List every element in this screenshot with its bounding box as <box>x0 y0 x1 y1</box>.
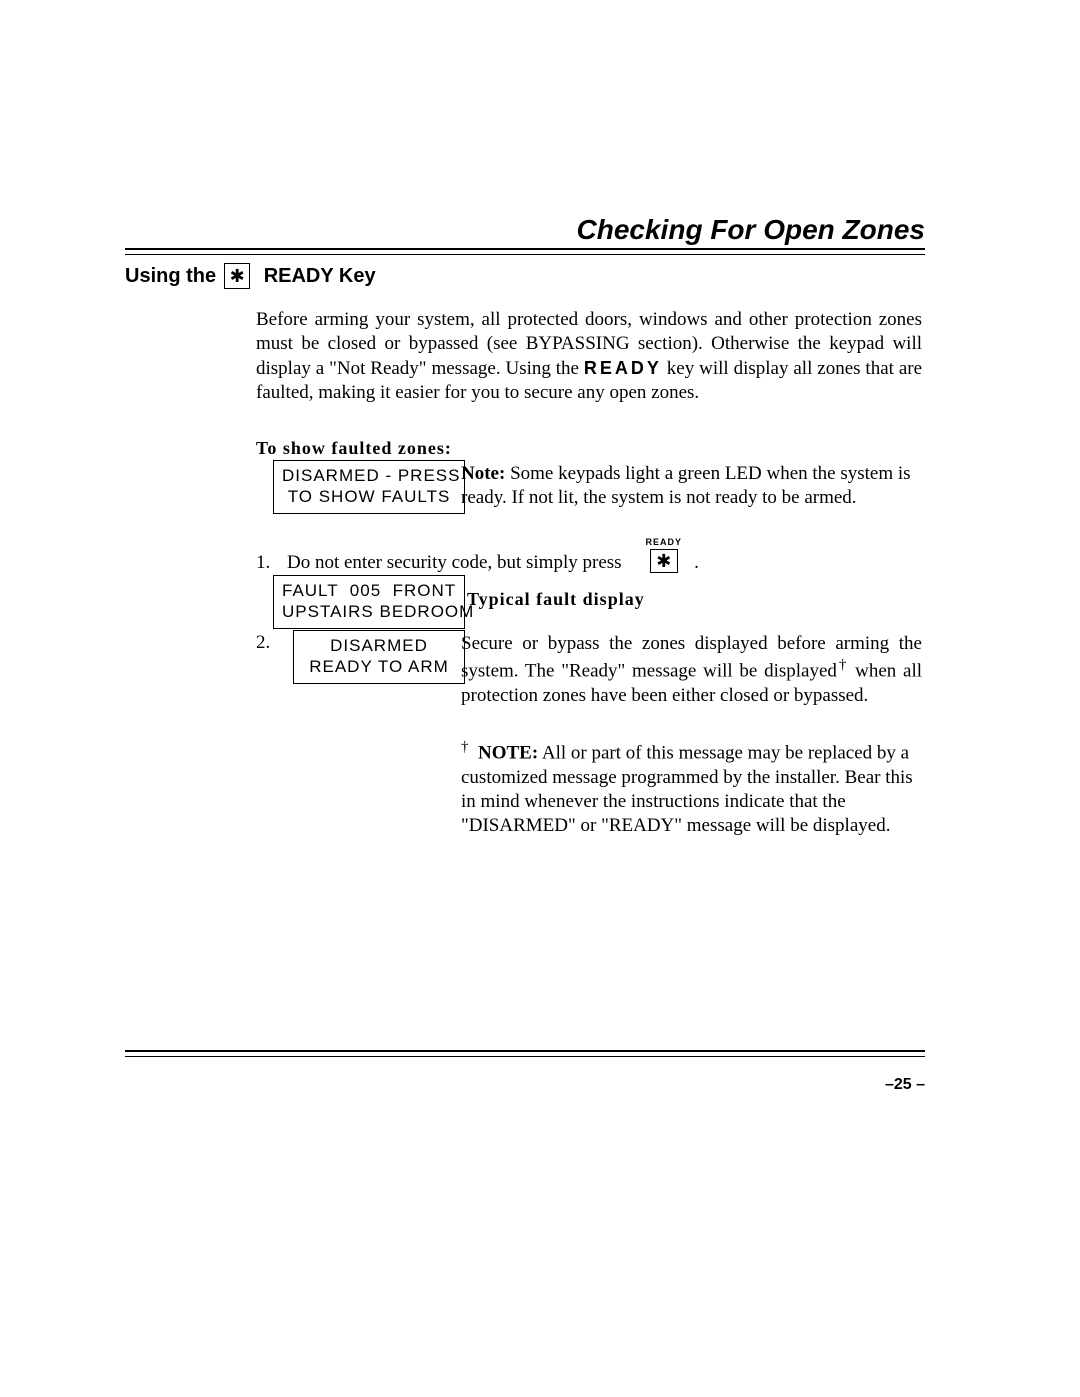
note-led-bold: Note: <box>461 463 505 484</box>
divider-bottom <box>125 1050 925 1057</box>
page-title: Checking For Open Zones <box>577 214 925 246</box>
dagger: † <box>837 657 848 673</box>
subhead-suffix: READY Key <box>258 265 375 288</box>
page-number: –25 – <box>885 1076 925 1094</box>
note2-bold: NOTE: <box>473 742 538 763</box>
note2-paragraph: † NOTE: All or part of this message may … <box>461 738 922 839</box>
show-faulted-label: To show faulted zones: <box>256 438 452 459</box>
intro-ready-word: READY <box>584 358 662 378</box>
lcd1-line1: DISARMED - PRESS <box>282 466 460 485</box>
asterisk-key-icon: ✱ <box>224 263 250 289</box>
manual-page: Checking For Open Zones Using the ✱ READ… <box>0 0 1080 1397</box>
lcd2-line2: UPSTAIRS BEDROOM <box>282 602 474 621</box>
section-heading: Using the ✱ READY Key <box>125 263 376 289</box>
lcd1-line2: TO SHOW FAULTS <box>288 487 451 506</box>
lcd2-line1: FAULT 005 FRONT <box>282 581 456 600</box>
intro-paragraph: Before arming your system, all protected… <box>256 308 922 405</box>
lcd-ready-to-arm: DISARMED READY TO ARM <box>293 630 465 684</box>
lcd3-line1: DISARMED <box>330 636 428 655</box>
lcd-fault: FAULT 005 FRONT UPSTAIRS BEDROOM <box>273 575 465 629</box>
step1-period: . <box>694 552 699 574</box>
note-led: Note: Some keypads light a green LED whe… <box>461 462 920 510</box>
subhead-prefix: Using the <box>125 265 216 288</box>
dagger: † <box>461 739 469 755</box>
asterisk-key-icon: ✱ <box>650 549 678 573</box>
step1-text: Do not enter security code, but simply p… <box>287 552 622 574</box>
step1-number: 1. <box>256 552 270 574</box>
step2-number: 2. <box>256 632 270 654</box>
step2-paragraph: Secure or bypass the zones displayed bef… <box>461 632 922 708</box>
lcd3-line2: READY TO ARM <box>309 657 449 676</box>
divider-top <box>125 248 925 255</box>
ready-key: READY ✱ <box>646 537 683 573</box>
lcd-disarmed-press: DISARMED - PRESS TO SHOW FAULTS <box>273 460 465 514</box>
typical-fault-label: Typical fault display <box>467 589 645 610</box>
note-led-text: Some keypads light a green LED when the … <box>461 463 911 508</box>
ready-key-label: READY <box>646 537 683 547</box>
